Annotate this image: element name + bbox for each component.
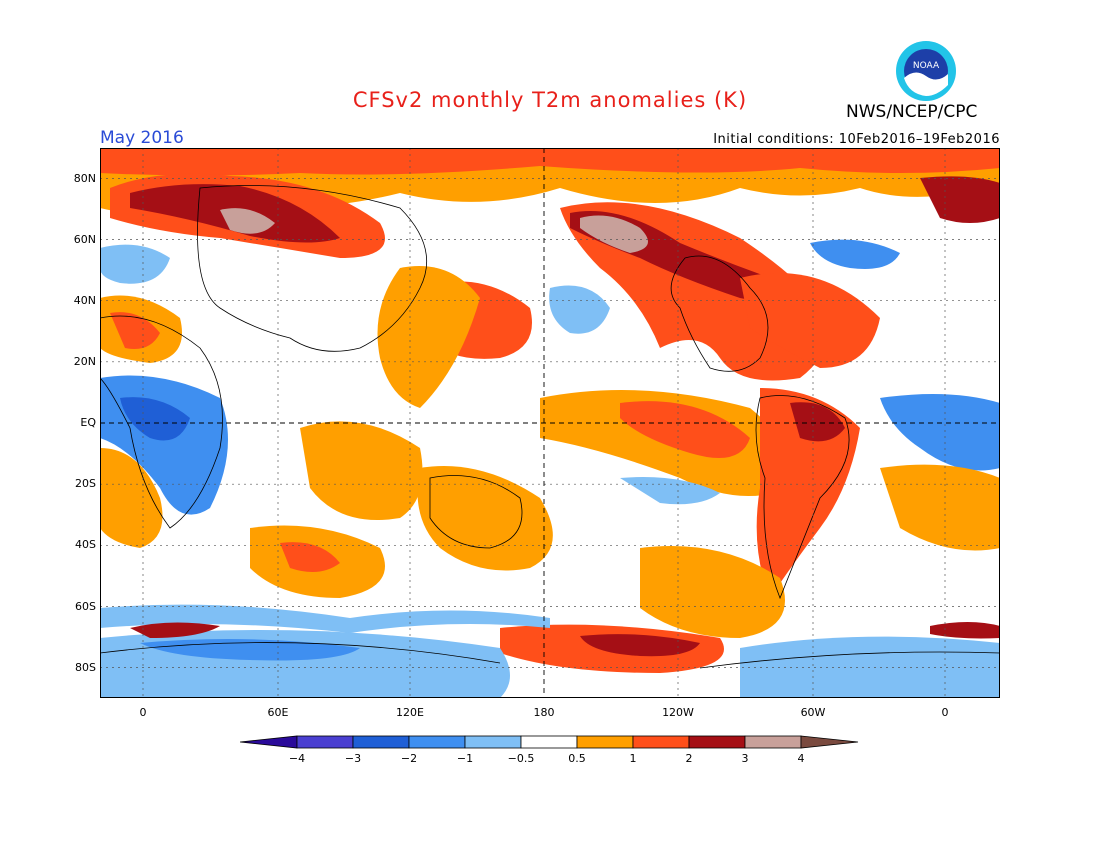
lat-label-20n: 20N xyxy=(73,355,96,368)
lat-label-40s: 40S xyxy=(75,538,96,551)
colorbar-label-minus2: −2 xyxy=(400,752,418,765)
equatorial-pacific-strong xyxy=(620,401,750,458)
anomaly-map xyxy=(100,148,1000,698)
west-pacific-warm xyxy=(377,266,480,408)
north-atlantic-warm xyxy=(740,273,880,368)
lat-label-80s: 80S xyxy=(75,661,96,674)
amazon-hot xyxy=(790,402,845,442)
colorbar-label-1: 1 xyxy=(629,752,637,765)
tropical-atlantic-cool xyxy=(880,394,1000,471)
lat-label-eq: EQ xyxy=(80,416,96,429)
lon-label-120w: 120W xyxy=(662,706,694,719)
lat-label-60n: 60N xyxy=(73,233,96,246)
lat-label-60s: 60S xyxy=(75,600,96,613)
logo-text: NOAA xyxy=(913,61,940,71)
colorbar-segment xyxy=(352,735,410,749)
south-pacific-cool xyxy=(620,477,720,505)
south-atlantic-warm xyxy=(100,448,163,548)
labrador-cool xyxy=(810,239,900,269)
lon-label-0: 0 xyxy=(139,706,147,719)
lat-label-40n: 40N xyxy=(73,294,96,307)
colorbar-segment xyxy=(744,735,802,749)
colorbar-label-4: 4 xyxy=(797,752,805,765)
colorbar xyxy=(240,735,859,749)
lon-label-60e: 60E xyxy=(267,706,289,719)
europe-cool xyxy=(100,244,170,284)
colorbar-segment xyxy=(688,735,746,749)
colorbar-arrow-right xyxy=(800,735,859,749)
colorbar-segment xyxy=(520,735,578,749)
colorbar-label-minus05: −0.5 xyxy=(507,752,535,765)
weddell-warm xyxy=(130,622,220,638)
graticule xyxy=(100,148,1000,698)
chart-title: CFSv2 monthly T2m anomalies (K) xyxy=(352,88,748,112)
colorbar-segment xyxy=(632,735,690,749)
colorbar-segment xyxy=(408,735,466,749)
colorbar-segment xyxy=(576,735,634,749)
southern-ocean-cool-band xyxy=(100,604,550,633)
siberia-extreme xyxy=(220,208,275,234)
initial-conditions-label: Initial conditions: 10Feb2016–19Feb2016 xyxy=(713,132,1000,147)
coastlines xyxy=(100,185,1000,669)
south-america-warm xyxy=(756,388,860,598)
europe-warm xyxy=(920,176,1000,223)
east-south-atlantic-warm xyxy=(880,464,1000,551)
arctic-strong-band xyxy=(100,148,1000,176)
lon-label-0-east: 0 xyxy=(941,706,949,719)
colorbar-label-minus1: −1 xyxy=(456,752,474,765)
lon-label-120e: 120E xyxy=(396,706,424,719)
southern-ocean-warm xyxy=(640,546,785,638)
eastern-warm-spot xyxy=(930,622,1000,639)
colorbar-label-05: 0.5 xyxy=(568,752,586,765)
australia-warm xyxy=(417,466,553,571)
colorbar-label-3: 3 xyxy=(741,752,749,765)
colorbar-label-2: 2 xyxy=(685,752,693,765)
lon-label-180: 180 xyxy=(533,706,555,719)
noaa-logo: NOAA xyxy=(896,41,956,101)
lat-label-80n: 80N xyxy=(73,172,96,185)
colorbar-segment xyxy=(296,735,354,749)
lon-label-60w: 60W xyxy=(800,706,826,719)
africa-cool-core xyxy=(120,397,190,441)
antarctic-hot xyxy=(580,634,700,657)
colorbar-arrow-left xyxy=(240,735,298,749)
southern-indian-strong xyxy=(280,542,340,572)
organization-label: NWS/NCEP/CPC xyxy=(846,102,978,122)
colorbar-segment xyxy=(464,735,522,749)
alaska-extreme xyxy=(580,215,648,253)
month-label: May 2016 xyxy=(100,128,184,148)
colorbar-label-minus3: −3 xyxy=(344,752,362,765)
lat-label-20s: 20S xyxy=(75,477,96,490)
north-africa-strong xyxy=(110,312,160,349)
northeast-pacific-cool xyxy=(549,285,610,334)
indian-ocean-warm xyxy=(300,421,423,520)
colorbar-label-minus4: −4 xyxy=(288,752,306,765)
